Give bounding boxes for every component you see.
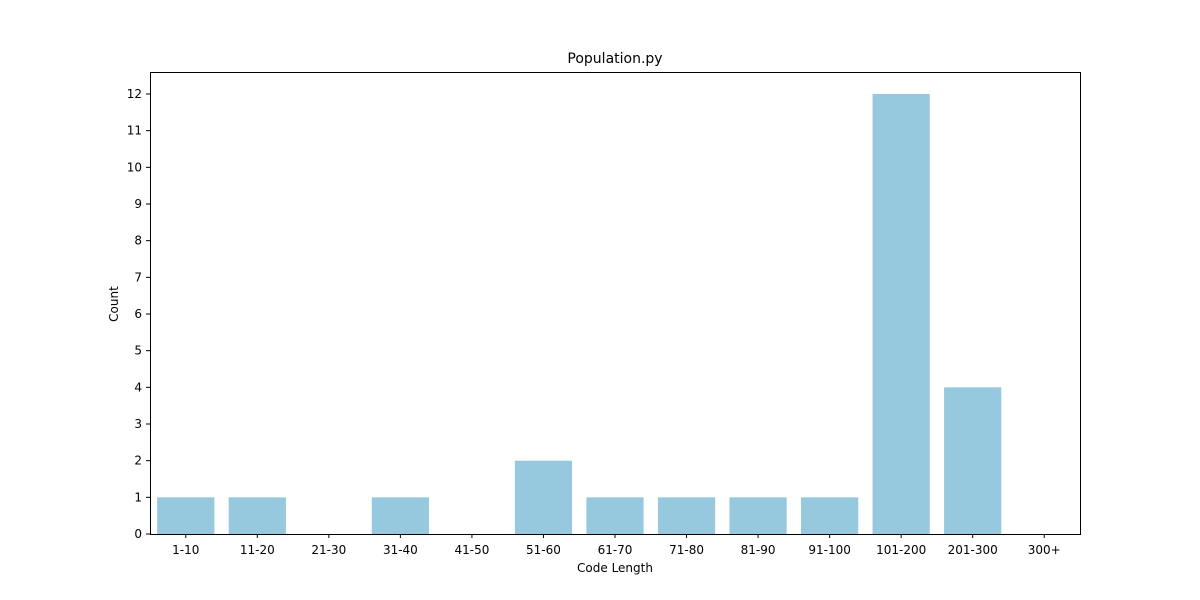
bar-81-90: [729, 497, 787, 534]
bar-91-100: [801, 497, 859, 534]
x-axis-label: Code Length: [577, 561, 653, 575]
bar-61-70: [586, 497, 644, 534]
x-tick-label-1-10: 1-10: [172, 543, 199, 557]
x-tick-label-61-70: 61-70: [598, 543, 633, 557]
plot-frame: [150, 72, 1081, 535]
x-tick-label-81-90: 81-90: [741, 543, 776, 557]
y-tick-label-7: 7: [134, 270, 142, 284]
bar-71-80: [657, 497, 716, 534]
x-tick-label-41-50: 41-50: [454, 543, 489, 557]
y-tick-label-2: 2: [134, 454, 142, 468]
bar-51-60: [514, 460, 573, 534]
bar-1-10: [157, 497, 215, 534]
y-tick-label-8: 8: [134, 234, 142, 248]
x-tick-label-11-20: 11-20: [240, 543, 275, 557]
y-tick-label-3: 3: [134, 417, 142, 431]
x-tick-label-21-30: 21-30: [311, 543, 346, 557]
x-tick-label-91-100: 91-100: [808, 543, 851, 557]
y-tick-label-11: 11: [127, 124, 142, 138]
y-tick-label-10: 10: [127, 160, 142, 174]
bar-31-40: [371, 497, 429, 534]
bar-11-20: [228, 497, 286, 534]
x-tick-label-31-40: 31-40: [383, 543, 418, 557]
x-axis: 1-10 11-20 21-30 31-40 41-50 51-60 61-70 71-80 8…: [172, 534, 1061, 557]
x-tick-label-300+: 300+: [1028, 543, 1061, 557]
chart-title: Population.py: [567, 51, 662, 67]
x-tick-label-51-60: 51-60: [526, 543, 561, 557]
y-tick-label-4: 4: [134, 380, 142, 394]
y-axis-label: Count: [107, 286, 121, 322]
x-tick-label-71-80: 71-80: [669, 543, 704, 557]
y-tick-label-9: 9: [134, 197, 142, 211]
y-tick-label-1: 1: [134, 490, 142, 504]
bar-101-200: [872, 94, 930, 534]
y-tick-label-12: 12: [127, 87, 142, 101]
x-tick-label-201-300: 201-300: [948, 543, 998, 557]
bars-group: [157, 94, 1002, 534]
y-tick-label-0: 0: [134, 527, 142, 541]
bar-201-300: [944, 387, 1002, 534]
y-tick-label-6: 6: [134, 307, 142, 321]
y-tick-label-5: 5: [134, 344, 142, 358]
x-tick-label-101-200: 101-200: [876, 543, 926, 557]
